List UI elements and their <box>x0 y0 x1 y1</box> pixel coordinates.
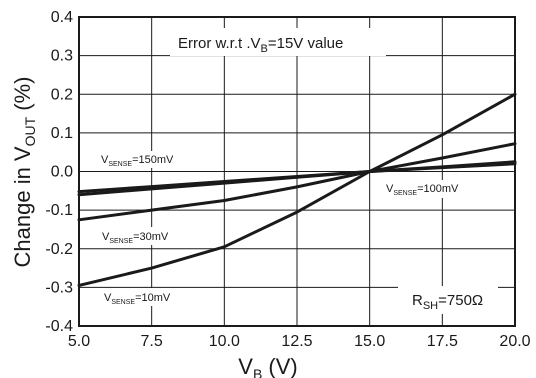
y-tick-label: 0.4 <box>51 9 73 26</box>
label-10-bg <box>100 288 192 306</box>
x-tick-label: 17.5 <box>427 333 458 350</box>
series-label-30mv: VSENSE=30mV <box>102 231 169 245</box>
series-lines <box>77 92 517 287</box>
x-tick-label: 10.0 <box>209 333 240 350</box>
y-tick-label: -0.3 <box>45 279 73 296</box>
y-tick-label: -0.4 <box>45 318 73 335</box>
x-tick-label: 7.5 <box>141 333 163 350</box>
series-line-1 <box>77 142 517 222</box>
y-tick-label: 0.2 <box>51 86 73 103</box>
x-tick-label: 20.0 <box>499 333 530 350</box>
note-label: Error w.r.t .VB=15V value <box>178 35 343 55</box>
y-tick-labels: 0.4 0.3 0.2 0.1 0.0 -0.1 -0.2 -0.3 -0.4 <box>45 9 73 335</box>
y-tick-label: -0.1 <box>45 202 73 219</box>
y-tick-label: 0.3 <box>51 48 73 65</box>
y-axis-title: Change in VOUT (%) <box>10 77 38 268</box>
y-tick-label: -0.2 <box>45 241 73 258</box>
series-line-3 <box>77 162 517 194</box>
rsh-label: RSH=750Ω <box>412 292 483 312</box>
series-label-150mv: VSENSE=150mV <box>101 154 174 168</box>
x-tick-label: 5.0 <box>68 333 90 350</box>
label-150-bg <box>98 151 188 168</box>
x-tick-label: 15.0 <box>354 333 385 350</box>
y-tick-label: 0.0 <box>51 164 73 181</box>
x-tick-label: 12.5 <box>281 333 312 350</box>
y-tick-label: 0.1 <box>51 125 73 142</box>
rsh-label-bg <box>398 286 498 314</box>
label-30-bg <box>98 227 184 245</box>
label-100-bg <box>382 180 480 198</box>
note-box-bg <box>170 28 386 56</box>
grid <box>79 17 515 326</box>
series-line-0 <box>77 92 517 287</box>
x-axis-title: VB (V) <box>238 354 297 378</box>
plot-frame <box>78 16 516 327</box>
series-label-100mv: VSENSE=100mV <box>386 183 459 197</box>
series-label-10mv: VSENSE=10mV <box>104 292 171 306</box>
x-tick-labels: 5.0 7.5 10.0 12.5 15.0 17.5 20.0 <box>68 333 531 350</box>
